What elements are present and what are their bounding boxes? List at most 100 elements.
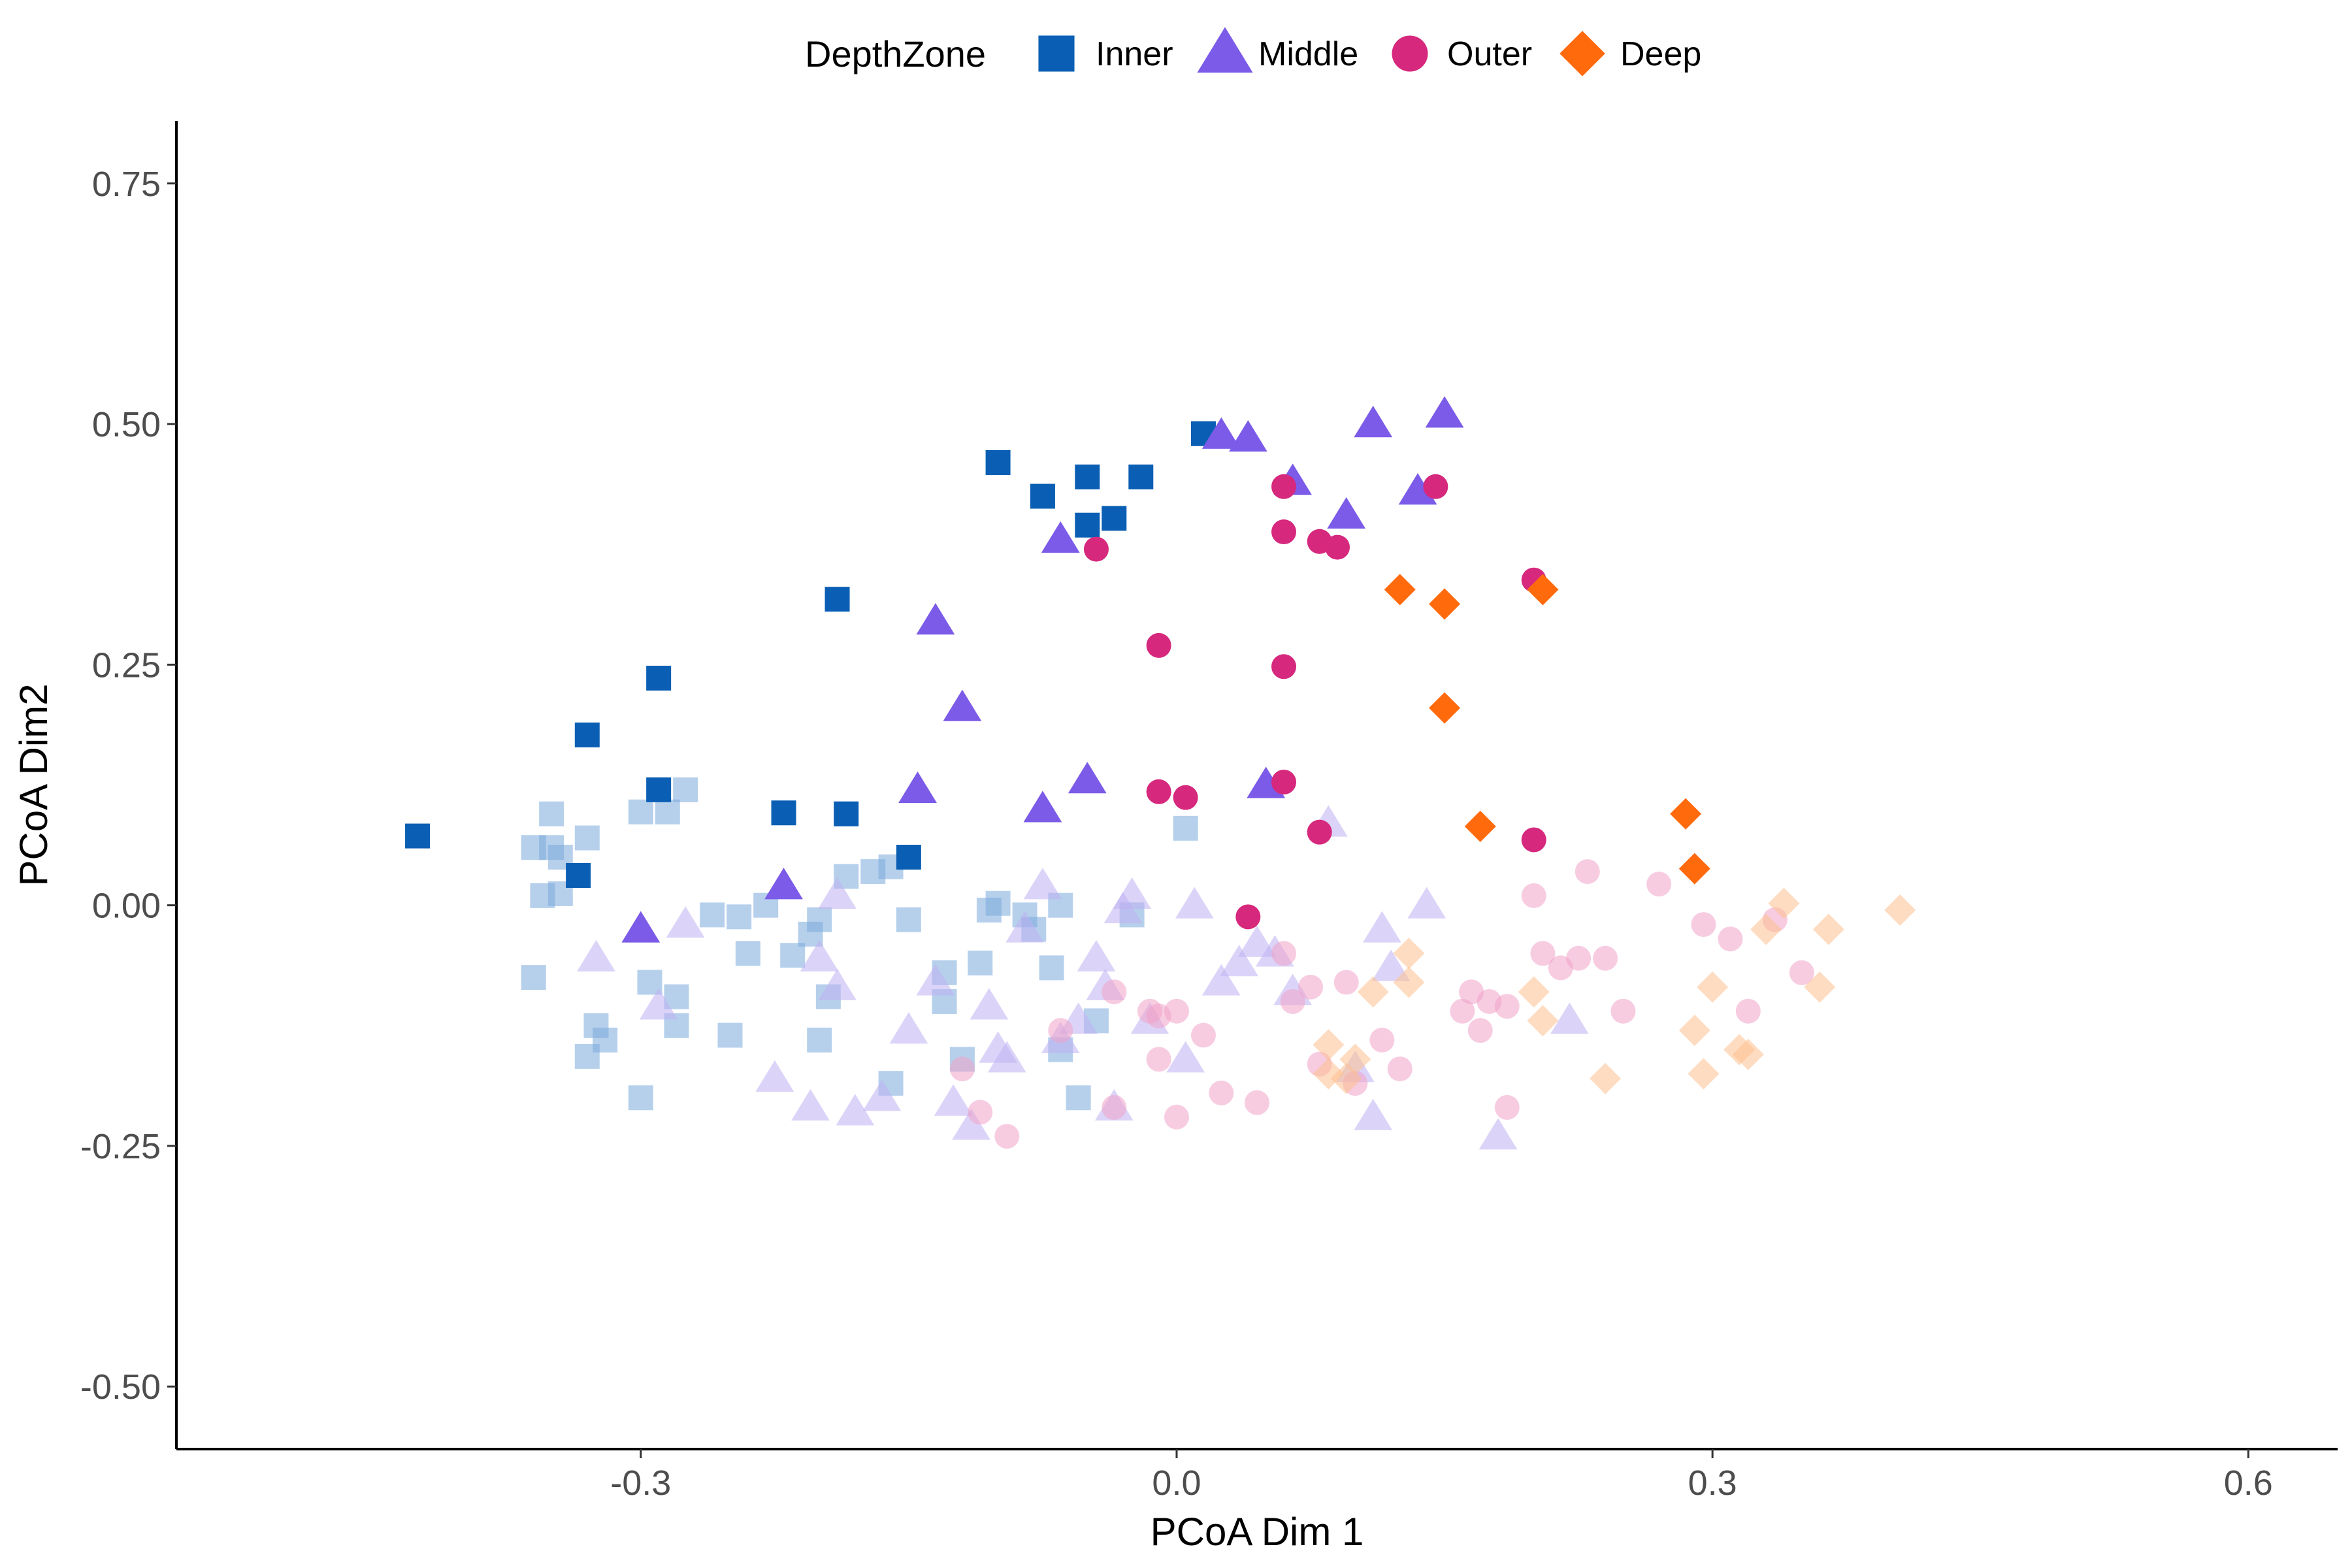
point-outer-12 [1423,474,1448,499]
faded-point-inner-13 [574,1043,600,1069]
point-outer-5 [1271,474,1297,499]
point-outer-3 [1173,785,1198,810]
faded-point-middle-26 [1175,887,1214,919]
faded-point-deep-15 [1750,913,1782,945]
faded-point-inner-45 [717,1022,743,1048]
faded-point-inner-29 [896,907,921,932]
point-deep-2 [1429,692,1461,724]
faded-point-middle-38 [1478,1118,1518,1150]
point-outer-10 [1325,534,1350,560]
faded-point-deep-16 [1768,887,1800,919]
faded-point-middle-11 [934,1084,973,1116]
faded-point-inner-46 [628,1085,653,1111]
faded-point-deep-14 [1732,1038,1764,1070]
faded-point-inner-43 [1173,815,1198,841]
faded-point-middle-41 [1103,892,1143,924]
faded-point-middle-28 [1220,945,1259,977]
faded-point-deep-3 [1339,1043,1371,1075]
faded-point-inner-40 [1066,1085,1091,1111]
faded-point-deep-9 [1590,1062,1622,1094]
x-tick-label: 0.6 [2224,1463,2273,1503]
point-inner-10 [1030,483,1055,509]
faded-point-outer-36 [1691,912,1716,938]
faded-point-middle-34 [1354,1098,1393,1130]
point-inner-14 [1128,465,1154,490]
faded-point-outer-8 [1146,1047,1171,1072]
faded-point-inner-0 [539,801,564,826]
faded-point-inner-20 [780,943,806,968]
point-middle-3 [943,689,982,721]
faded-point-inner-17 [727,904,752,930]
faded-point-outer-0 [949,1056,975,1082]
point-deep-5 [1670,798,1702,830]
point-deep-0 [1384,574,1416,606]
faded-point-outer-29 [1530,941,1556,966]
faded-point-middle-27 [1201,964,1241,996]
point-middle-2 [916,603,955,635]
legend-label-deep: Deep [1620,35,1701,73]
faded-point-outer-38 [1735,998,1761,1024]
faded-point-outer-35 [1646,872,1672,897]
faded-point-middle-8 [862,1079,902,1111]
faded-point-middle-2 [666,906,705,938]
point-middle-8 [1201,417,1241,449]
point-inner-2 [646,665,672,691]
y-axis-title: PCoA Dim2 [12,683,56,886]
faded-point-deep-12 [1697,971,1729,1003]
point-inner-8 [896,844,921,870]
main-points-layer [405,396,1710,943]
faded-point-outer-40 [1789,960,1814,985]
faded-point-outer-16 [1298,974,1324,1000]
faded-point-outer-13 [1245,1090,1269,1115]
faded-point-outer-24 [1467,1018,1493,1043]
faded-point-inner-8 [655,799,680,825]
faded-point-middle-20 [1077,939,1116,972]
point-middle-13 [1354,406,1393,438]
point-middle-1 [764,868,803,900]
faded-point-middle-13 [970,988,1009,1020]
faded-point-middle-40 [818,877,857,909]
point-outer-14 [1521,827,1546,853]
faded-point-middle-39 [1550,1002,1589,1034]
point-inner-6 [825,587,850,612]
point-outer-4 [1235,904,1261,930]
faded-point-middle-12 [952,1108,990,1140]
point-outer-0 [1083,536,1109,562]
faded-point-middle-25 [1166,1041,1205,1073]
point-middle-7 [1068,762,1107,794]
faded-point-inner-19 [735,941,760,966]
faded-point-outer-10 [1164,1104,1189,1130]
point-inner-11 [1075,465,1100,490]
legend-title: DepthZone [805,33,986,74]
faded-point-outer-33 [1593,945,1618,971]
faded-point-deep-11 [1688,1058,1720,1090]
y-tick-label: 0.25 [92,645,161,685]
faded-point-outer-27 [1494,1095,1520,1120]
point-inner-12 [1075,512,1100,538]
point-inner-9 [985,449,1011,475]
faded-point-deep-5 [1393,938,1425,970]
point-deep-6 [1678,853,1710,885]
x-axis-title: PCoA Dim 1 [1151,1510,1364,1554]
faded-point-outer-15 [1280,988,1305,1014]
legend-label-inner: Inner [1096,35,1173,73]
faded-point-deep-0 [1313,1029,1345,1061]
faded-point-outer-37 [1718,926,1743,952]
faded-point-middle-37 [1407,887,1446,919]
point-middle-12 [1327,497,1366,529]
faded-point-outer-4 [1102,979,1127,1005]
faded-point-deep-4 [1357,976,1389,1008]
point-inner-5 [771,800,796,826]
faded-point-inner-22 [807,907,832,932]
faded-point-middle-16 [1005,911,1044,943]
faded-point-outer-20 [1369,1027,1395,1053]
faded-point-deep-6 [1393,966,1425,998]
faded-point-inner-38 [1039,955,1064,981]
faded-point-middle-1 [639,988,678,1020]
point-inner-3 [646,777,672,802]
point-outer-1 [1146,632,1171,658]
faded-point-deep-18 [1812,913,1844,945]
legend-label-outer: Outer [1447,35,1532,73]
